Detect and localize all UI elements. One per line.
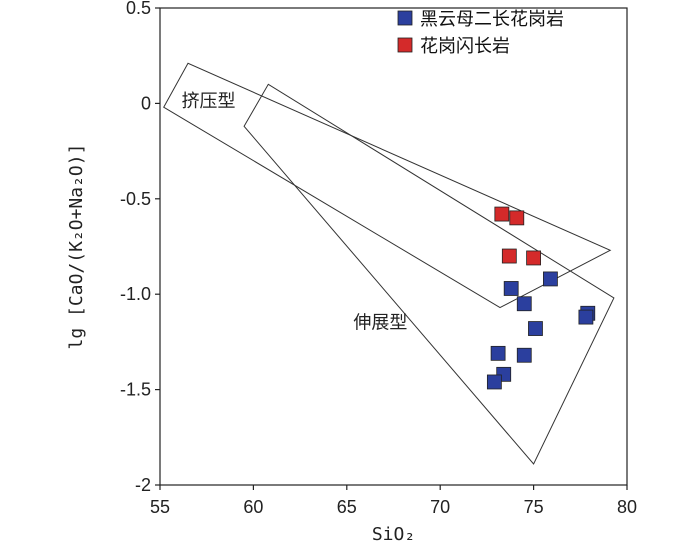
y-tick-label: -0.5 [120,189,151,209]
data-point [486,374,502,390]
legend-label: 黑云母二长花岗岩 [420,9,564,30]
legend-marker [397,10,413,26]
y-tick-label: 0.5 [126,0,151,18]
x-tick-label: 70 [430,497,450,517]
x-tick-label: 65 [337,497,357,517]
data-point [516,347,532,363]
y-tick-label: -1.5 [120,380,151,400]
y-tick-label: 0 [141,93,151,113]
x-tick-label: 55 [150,497,170,517]
data-point [528,321,543,336]
legend-label: 花岗闪长岩 [420,36,510,57]
x-axis-label: SiO₂ [372,524,415,545]
data-point [509,210,525,226]
data-point [503,281,519,296]
region-polygon-1 [163,62,612,309]
x-tick-label: 75 [524,497,544,517]
legend-marker [397,37,413,53]
data-point [516,296,532,312]
data-point [526,250,541,266]
x-tick-label: 80 [617,497,637,517]
data-point [543,271,558,287]
y-axis-label: lg [CaO/(K₂O+Na₂O)] [66,144,87,350]
region-label-2: 伸展型 [353,313,407,334]
x-tick-label: 60 [243,497,263,517]
data-point [494,206,510,222]
data-point [490,345,506,361]
region-polygon-2 [243,83,615,465]
region-label-1: 挤压型 [182,91,236,112]
y-tick-label: -1.0 [120,284,151,304]
y-tick-label: -2 [135,475,151,495]
data-point [501,248,517,264]
plot-area: 55 60 65 70 75 80 0.5 0 -0.5 -1.0 -1.5 -2 SiO₂ lg [Ca… [66,0,637,545]
plot-frame [159,7,628,486]
data-point [578,309,594,325]
